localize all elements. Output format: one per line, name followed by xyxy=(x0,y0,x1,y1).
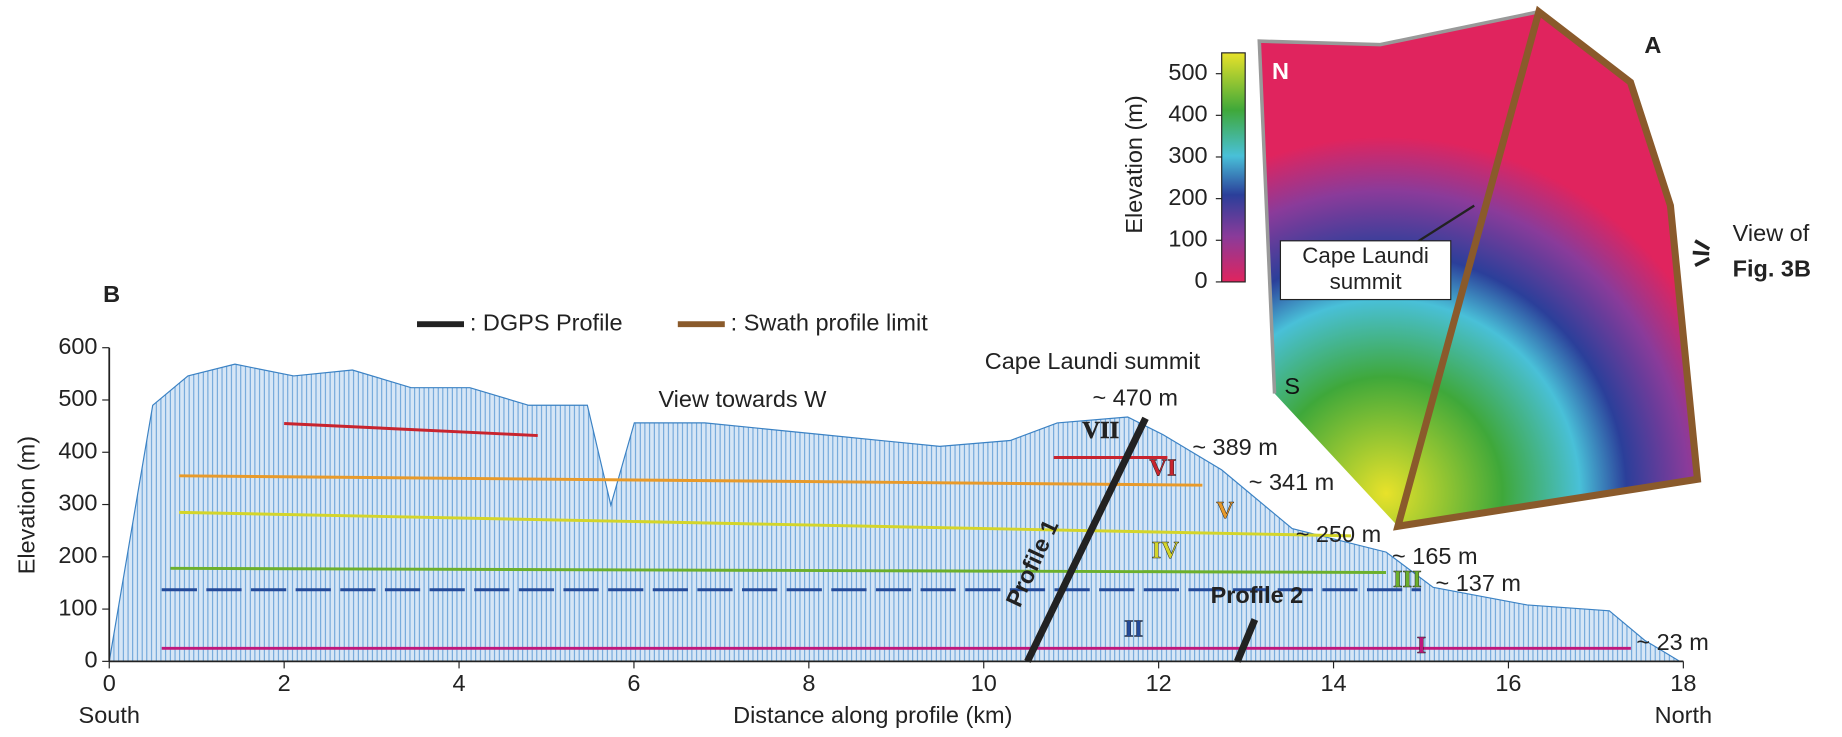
x-end-label: North xyxy=(1655,702,1712,728)
summit-label: Cape Laundi summit xyxy=(985,348,1201,374)
panel-label: B xyxy=(103,281,120,307)
x-axis-label: Distance along profile (km) xyxy=(733,702,1012,728)
level-label: ~ 341 m xyxy=(1249,469,1335,495)
view-icon xyxy=(1693,241,1709,266)
colorbar-tick-label: 0 xyxy=(1195,267,1208,293)
y-tick-label: 200 xyxy=(58,542,97,568)
x-tick-label: 14 xyxy=(1320,670,1346,696)
x-tick-label: 2 xyxy=(278,670,291,696)
colorbar xyxy=(1222,53,1245,282)
colorbar-tick-label: 200 xyxy=(1168,184,1207,210)
x-start-label: South xyxy=(79,702,140,728)
y-tick-label: 400 xyxy=(58,437,97,463)
y-tick-label: 0 xyxy=(84,647,97,673)
terrace-numeral: VI xyxy=(1149,455,1176,482)
y-tick-label: 500 xyxy=(58,385,97,411)
x-tick-label: 18 xyxy=(1670,670,1696,696)
level-label: ~ 23 m xyxy=(1636,629,1708,655)
y-tick-label: 300 xyxy=(58,490,97,516)
north-label: N xyxy=(1272,58,1289,84)
view-text: View of xyxy=(1733,220,1810,246)
y-tick-label: 100 xyxy=(58,594,97,620)
colorbar-tick-label: 100 xyxy=(1168,225,1207,251)
level-label: ~ 137 m xyxy=(1435,570,1521,596)
terrace-numeral: III xyxy=(1393,566,1422,593)
y-axis-label: Elevation (m) xyxy=(13,436,39,574)
x-tick-label: 16 xyxy=(1495,670,1521,696)
figure: 0 2 4 6 8 10 12 14 16 18 0 100 200 300 400 500 600 Distan… xyxy=(0,0,1842,737)
terrace-numeral: I xyxy=(1417,632,1427,659)
terrace-numeral: IV xyxy=(1152,537,1180,564)
x-tick-label: 8 xyxy=(802,670,815,696)
x-tick-label: 4 xyxy=(453,670,466,696)
figure-body: 0 2 4 6 8 10 12 14 16 18 0 100 200 300 400 500 600 Distan… xyxy=(13,12,1811,728)
terrace-numeral: VII xyxy=(1082,417,1119,444)
legend-label: : Swath profile limit xyxy=(731,309,929,335)
view-ref: Fig. 3B xyxy=(1733,255,1811,281)
level-label: ~ 250 m xyxy=(1296,521,1382,547)
chart-title: View towards W xyxy=(658,386,827,412)
colorbar-tick-label: 400 xyxy=(1168,101,1207,127)
south-label: S xyxy=(1284,373,1300,399)
summit-text: Cape Laundi summit xyxy=(1280,241,1450,296)
y-tick-label: 600 xyxy=(58,333,97,359)
panel-label: A xyxy=(1644,32,1661,58)
profile-label: Profile 2 xyxy=(1211,582,1304,608)
terrace-numeral: V xyxy=(1216,497,1234,524)
colorbar-label: Elevation (m) xyxy=(1121,95,1147,233)
x-tick-label: 0 xyxy=(103,670,116,696)
level-label: ~ 389 m xyxy=(1192,434,1278,460)
x-tick-label: 6 xyxy=(627,670,640,696)
colorbar-tick-label: 500 xyxy=(1168,59,1207,85)
summit-box-label: Cape Laundi summit xyxy=(1280,241,1450,300)
colorbar-tick-label: 300 xyxy=(1168,142,1207,168)
terrace-numeral: II xyxy=(1124,615,1143,642)
x-tick-label: 12 xyxy=(1146,670,1172,696)
x-tick-label: 10 xyxy=(971,670,997,696)
legend-label: : DGPS Profile xyxy=(470,309,623,335)
level-label: ~ 470 m xyxy=(1092,385,1178,411)
